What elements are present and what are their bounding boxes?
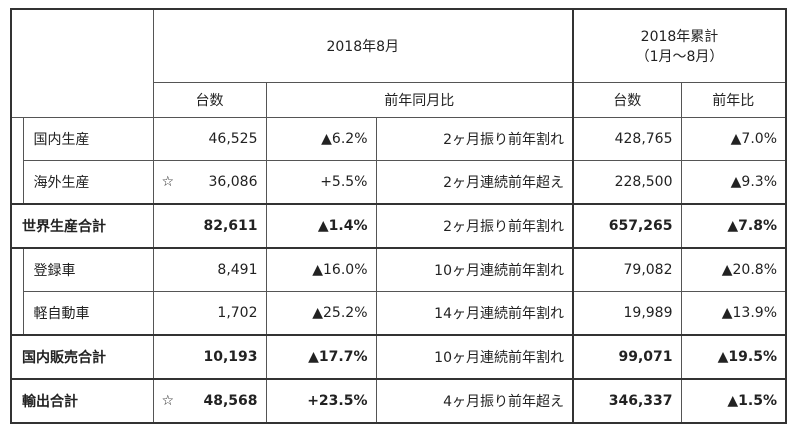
units: 82,611 (203, 218, 258, 234)
yoy: ▲17.7% (265, 334, 377, 380)
ytd-yoy-header: 前年比 (680, 82, 787, 118)
ytd-units: 657,265 (572, 203, 682, 249)
units-cell: 8,491 (152, 247, 267, 292)
units: 36,086 (208, 174, 258, 190)
data-row: 海外生産 ☆ 36,086 +5.5% 2ヶ月連続前年超え 228,500 ▲9.3% (11, 160, 787, 205)
data-table: 2018年8月 2018年累計 （1月～8月） 台数 前年同月比 台数 前年比 国… (10, 8, 787, 424)
row-label: 世界生産合計 (10, 203, 154, 249)
note: 10ヶ月連続前年割れ (375, 247, 574, 292)
ytd-units: 228,500 (572, 160, 682, 205)
data-row: 国内生産 46,525 ▲6.2% 2ヶ月振り前年割れ 428,765 ▲7.0% (10, 117, 787, 204)
row-label: 海外生産 (22, 160, 154, 205)
units: 46,525 (208, 131, 258, 147)
ytd-units: 99,071 (572, 334, 682, 380)
units-box: ☆ 48,568 (162, 393, 258, 409)
indent (10, 248, 24, 335)
star-mark: ☆ (161, 174, 175, 190)
units: 8,491 (217, 262, 258, 278)
units-cell: ☆ 48,568 (152, 378, 267, 424)
row-label: 軽自動車 (22, 291, 154, 336)
units: 1,702 (217, 305, 258, 321)
total-row: 国内販売合計 10,193 ▲17.7% 10ヶ月連続前年割れ 99,071 ▲19.5% (10, 334, 787, 380)
note: 10ヶ月連続前年割れ (375, 334, 574, 380)
units-cell: ☆ 36,086 (152, 160, 267, 205)
units-cell: 46,525 (152, 117, 267, 161)
yoy: ▲16.0% (265, 247, 377, 292)
note: 2ヶ月振り前年割れ (375, 203, 574, 249)
data-row: 軽自動車 1,702 ▲25.2% 14ヶ月連続前年割れ 19,989 ▲13.9% (11, 291, 787, 336)
yoy: ▲1.4% (265, 203, 377, 249)
row-label: 国内販売合計 (10, 334, 154, 380)
ytd-units: 19,989 (572, 291, 682, 336)
units-box: 10,193 (162, 349, 258, 365)
note: 2ヶ月連続前年超え (375, 160, 574, 205)
units-box: 8,491 (162, 262, 258, 278)
note: 2ヶ月振り前年割れ (375, 117, 574, 161)
units-box: 82,611 (162, 218, 258, 234)
units: 10,193 (203, 349, 258, 365)
units-box: ☆ 36,086 (162, 174, 258, 190)
yoy: ▲6.2% (265, 117, 377, 161)
ytd-units: 428,765 (572, 117, 682, 161)
units-cell: 1,702 (152, 291, 267, 336)
units-cell: 10,193 (152, 334, 267, 380)
indent (10, 117, 24, 204)
ytd-yoy: ▲9.3% (680, 160, 787, 205)
units-box: 1,702 (162, 305, 258, 321)
corner (10, 8, 154, 118)
ytd-yoy: ▲19.5% (680, 334, 787, 380)
star-mark: ☆ (161, 393, 175, 409)
total-row: 輸出合計 ☆ 48,568 +23.5% 4ヶ月振り前年超え 346,337 ▲1.5% (10, 378, 787, 424)
ytd-yoy: ▲1.5% (680, 378, 787, 424)
yoy: ▲25.2% (265, 291, 377, 336)
note: 14ヶ月連続前年割れ (375, 291, 574, 336)
row-label: 国内生産 (22, 117, 154, 161)
ytd-units: 346,337 (572, 378, 682, 424)
row-label: 登録車 (22, 247, 154, 292)
ytd-title: 2018年累計 (640, 29, 719, 45)
row-label: 輸出合計 (10, 378, 154, 424)
ytd-yoy: ▲7.0% (680, 117, 787, 161)
units-cell: 82,611 (152, 203, 267, 249)
ytd-units: 79,082 (572, 247, 682, 292)
ytd-units-header: 台数 (572, 82, 682, 118)
units: 48,568 (203, 393, 258, 409)
total-row: 世界生産合計 82,611 ▲1.4% 2ヶ月振り前年割れ 657,265 ▲7.8% (10, 203, 787, 249)
data-row: 登録車 8,491 ▲16.0% 10ヶ月連続前年割れ 79,082 ▲20.8% (10, 247, 787, 335)
ytd-period: （1月～8月） (635, 49, 724, 65)
units-box: 46,525 (162, 131, 258, 147)
yoy: +23.5% (265, 378, 377, 424)
ytd-header: 2018年累計 （1月～8月） (572, 8, 787, 83)
yoy: +5.5% (265, 160, 377, 205)
ytd-yoy: ▲20.8% (680, 247, 787, 292)
note: 4ヶ月振り前年超え (375, 378, 574, 424)
month-header: 2018年8月 (152, 8, 574, 83)
ytd-yoy: ▲7.8% (680, 203, 787, 249)
yoy-header: 前年同月比 (265, 82, 574, 118)
ytd-yoy: ▲13.9% (680, 291, 787, 336)
units-header: 台数 (152, 82, 267, 118)
